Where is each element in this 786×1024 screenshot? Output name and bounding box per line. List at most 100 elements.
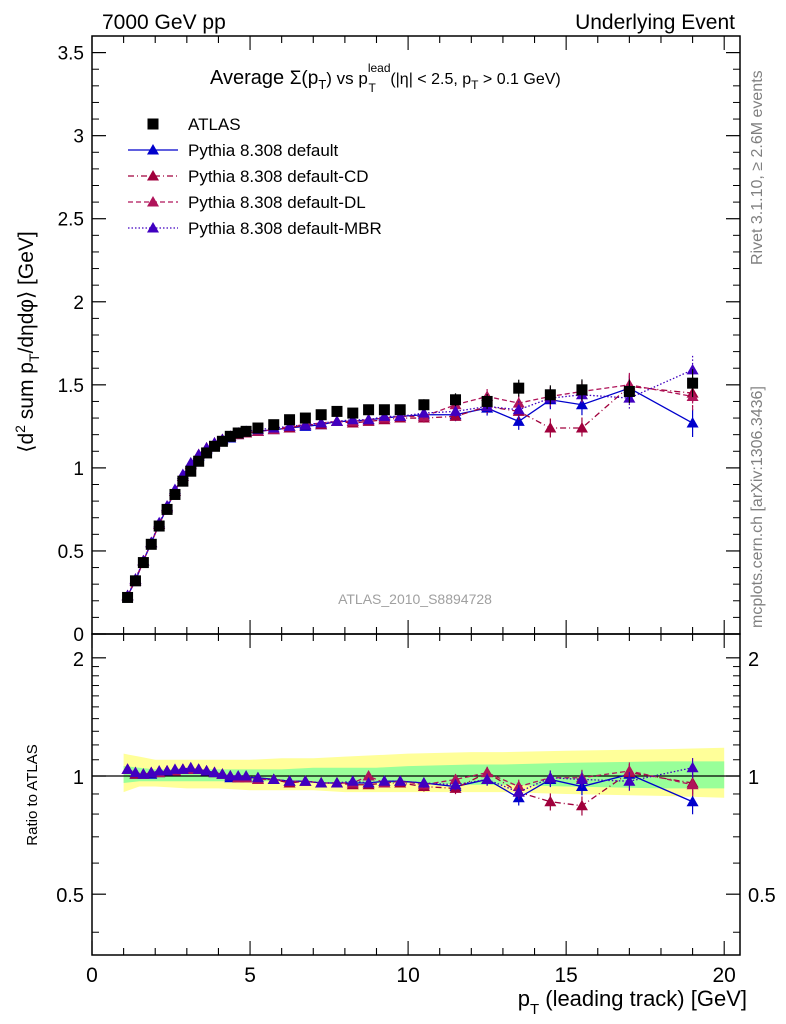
data-point bbox=[378, 404, 390, 416]
data-point bbox=[201, 447, 213, 459]
data-point bbox=[347, 407, 359, 419]
xlabel: pT (leading track) [GeV] bbox=[518, 986, 747, 1018]
ratio-point bbox=[481, 773, 494, 784]
data-point bbox=[575, 422, 588, 433]
data-point bbox=[576, 384, 588, 396]
legend-label: Pythia 8.308 default-DL bbox=[188, 193, 366, 212]
series-line bbox=[126, 385, 693, 597]
legend-label: Pythia 8.308 default-CD bbox=[188, 167, 369, 186]
data-point bbox=[315, 409, 327, 421]
y-tick-label: 2 bbox=[73, 293, 84, 314]
ratio-y-tick-label-right: 0.5 bbox=[748, 885, 776, 907]
data-point bbox=[544, 422, 557, 433]
y-tick-label: 1.5 bbox=[58, 376, 84, 397]
data-point bbox=[240, 425, 252, 437]
ratio-point bbox=[686, 761, 699, 773]
data-point bbox=[346, 413, 359, 425]
header-right: Underlying Event bbox=[575, 11, 735, 34]
legend-marker bbox=[147, 118, 159, 130]
ratio-point bbox=[362, 770, 375, 781]
main-series bbox=[121, 355, 699, 603]
data-point bbox=[137, 557, 149, 569]
ratio-point bbox=[362, 776, 375, 788]
mcplots-label: mcplots.cern.ch [arXiv:1306.3436] bbox=[749, 386, 766, 628]
data-point bbox=[299, 412, 311, 424]
data-point bbox=[153, 520, 165, 532]
ratio-point bbox=[240, 770, 253, 781]
data-point bbox=[512, 415, 525, 426]
ratio-y-tick-label: 1 bbox=[73, 767, 84, 789]
ratio-point bbox=[686, 778, 699, 790]
data-point bbox=[450, 394, 462, 406]
ratio-point bbox=[394, 775, 407, 786]
ratio-point bbox=[449, 773, 462, 784]
data-point bbox=[394, 404, 406, 416]
data-point bbox=[299, 418, 312, 430]
data-point bbox=[216, 435, 228, 447]
ratio-point bbox=[417, 776, 430, 788]
ratio-point bbox=[449, 778, 462, 790]
data-point bbox=[378, 410, 391, 421]
ratio-point bbox=[251, 771, 264, 783]
ratio-point bbox=[346, 775, 359, 786]
ratio-y-tick-label-right: 1 bbox=[748, 767, 759, 789]
ratio-point bbox=[224, 770, 237, 781]
ratio-point bbox=[129, 766, 142, 778]
series-line bbox=[126, 387, 693, 597]
data-point bbox=[512, 403, 525, 415]
data-point bbox=[331, 405, 343, 417]
data-point bbox=[252, 422, 264, 434]
data-point bbox=[481, 395, 493, 407]
chart-title: Average Σ(pT) vs plead T (|η| < 2.5, pT >… bbox=[210, 61, 561, 95]
ratio-y-tick-label: 2 bbox=[73, 649, 84, 671]
ratio-frame bbox=[91, 633, 741, 956]
data-point bbox=[283, 420, 296, 431]
data-point bbox=[169, 488, 181, 500]
data-point bbox=[224, 430, 236, 442]
ratio-point bbox=[575, 773, 588, 784]
ratio-point bbox=[121, 763, 134, 774]
ratio-panel: 0.5 0.51 12 20 5 10 15 20 bbox=[56, 633, 776, 987]
ratio-point bbox=[330, 776, 343, 788]
data-point bbox=[161, 503, 173, 515]
legend-marker bbox=[147, 196, 159, 207]
main-ylabel: ⟨d2 sum pT/dηdφ⟩ [GeV] bbox=[12, 231, 42, 452]
ratio-ylabel: Ratio to ATLAS bbox=[24, 744, 41, 845]
ratio-point bbox=[544, 771, 557, 783]
ratio-point bbox=[575, 799, 588, 811]
ratio-point bbox=[208, 766, 221, 778]
ratio-band-inner bbox=[123, 761, 725, 789]
ratio-point bbox=[623, 775, 636, 786]
legend-marker bbox=[147, 170, 159, 181]
ratio-point bbox=[512, 786, 525, 797]
ratio-point bbox=[544, 795, 557, 807]
ratio-point bbox=[315, 776, 328, 788]
data-point bbox=[122, 591, 134, 603]
ratio-point bbox=[686, 795, 699, 807]
series-line bbox=[126, 369, 693, 597]
x-tick-label: 10 bbox=[396, 964, 419, 987]
data-point bbox=[449, 405, 462, 416]
x-tick-label: 5 bbox=[244, 964, 256, 987]
y-tick-label: 3 bbox=[73, 127, 84, 148]
y-tick-label: 1 bbox=[73, 459, 84, 480]
ratio-point bbox=[481, 766, 494, 778]
legend-marker bbox=[147, 144, 159, 155]
data-point bbox=[363, 404, 375, 416]
y-tick-label: 3.5 bbox=[58, 44, 84, 65]
ratio-point bbox=[299, 775, 312, 786]
ratio-point bbox=[153, 764, 166, 776]
analysis-watermark: ATLAS_2010_S8894728 bbox=[338, 591, 492, 607]
ratio-y-tick-label-right: 2 bbox=[748, 649, 759, 671]
rivet-label: Rivet 3.1.10, ≥ 2.6M events bbox=[749, 70, 766, 265]
data-point bbox=[686, 363, 699, 375]
data-point bbox=[623, 385, 635, 397]
data-point bbox=[687, 377, 699, 389]
legend-marker bbox=[147, 222, 159, 233]
series-line bbox=[126, 384, 693, 597]
ratio-point bbox=[192, 763, 205, 774]
legend-label: Pythia 8.308 default-MBR bbox=[188, 219, 382, 238]
data-point bbox=[575, 398, 588, 410]
data-point bbox=[686, 417, 699, 428]
